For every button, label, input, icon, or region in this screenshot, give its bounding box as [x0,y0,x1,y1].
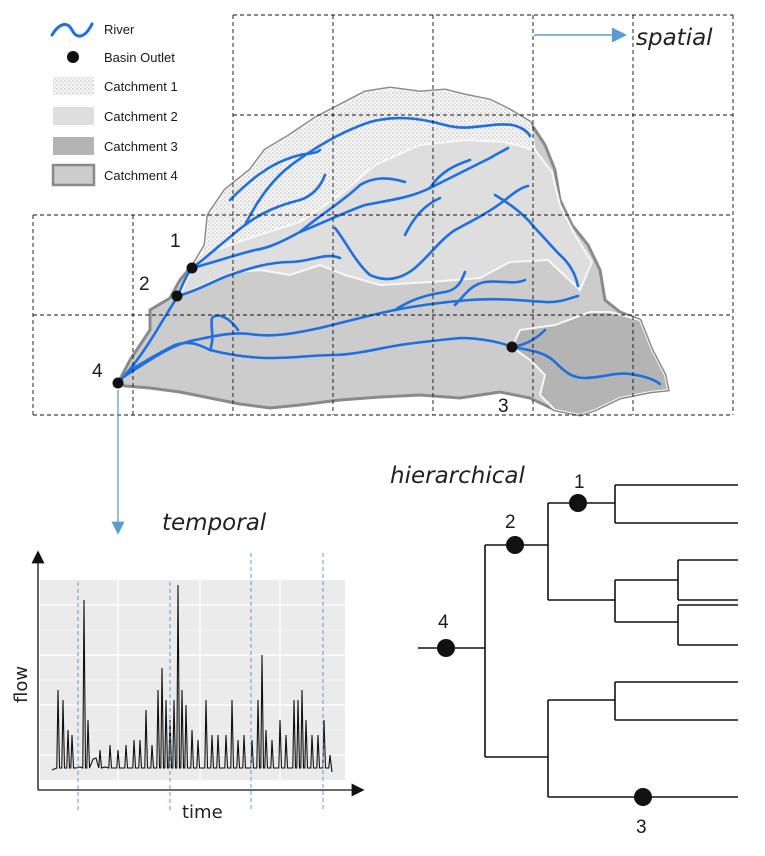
tree-node-2 [506,536,524,554]
legend-label-catchment-2: Catchment 2 [104,109,178,124]
legend-label-outlet: Basin Outlet [104,50,175,65]
catchment-3-region [510,311,668,415]
period-dividers [77,553,324,810]
outlet-1-marker [186,262,198,274]
legend-label-catchment-1: Catchment 1 [104,79,178,94]
outlet-3-marker [506,341,518,353]
river-network [116,116,662,386]
outlet-dot-icon [67,51,79,63]
tree-label-3: 3 [636,817,647,838]
map-label-3: 3 [498,396,509,417]
tree-node-1 [569,494,587,512]
spatial-label: spatial [636,25,713,51]
map-label-4: 4 [92,361,103,382]
tree-node-3 [634,788,652,806]
river-icon [50,22,94,38]
legend: River Basin Outlet Catchment 1 Catchment… [50,22,178,187]
timeseries-plot: flow time [11,550,365,823]
tree-label-2: 2 [505,512,516,533]
temporal-label: temporal [162,510,267,536]
basin-map: 1 2 3 4 [32,14,734,417]
y-axis-title: flow [11,666,32,703]
legend-label-catchment-3: Catchment 3 [104,139,178,154]
map-label-2: 2 [139,274,150,295]
tree-node-4 [437,639,455,657]
x-axis-title: time [182,802,223,823]
legend-label-river: River [104,22,135,37]
outlet-4-marker [112,377,124,389]
hierarchy-tree: 1 2 3 4 [418,472,738,838]
hierarchical-label: hierarchical [390,463,525,489]
legend-label-catchment-4: Catchment 4 [104,168,178,183]
tree-label-4: 4 [438,612,449,633]
outlet-2-marker [171,290,183,302]
light-grey-swatch-icon [53,107,94,125]
stipple-swatch-icon [53,77,94,95]
dark-grey-swatch-icon [53,137,94,155]
map-label-1: 1 [170,231,181,252]
spatial-grid [32,14,734,416]
flow-series-line [51,584,333,773]
outlined-grey-swatch-icon [51,163,96,187]
tree-label-1: 1 [574,472,585,493]
